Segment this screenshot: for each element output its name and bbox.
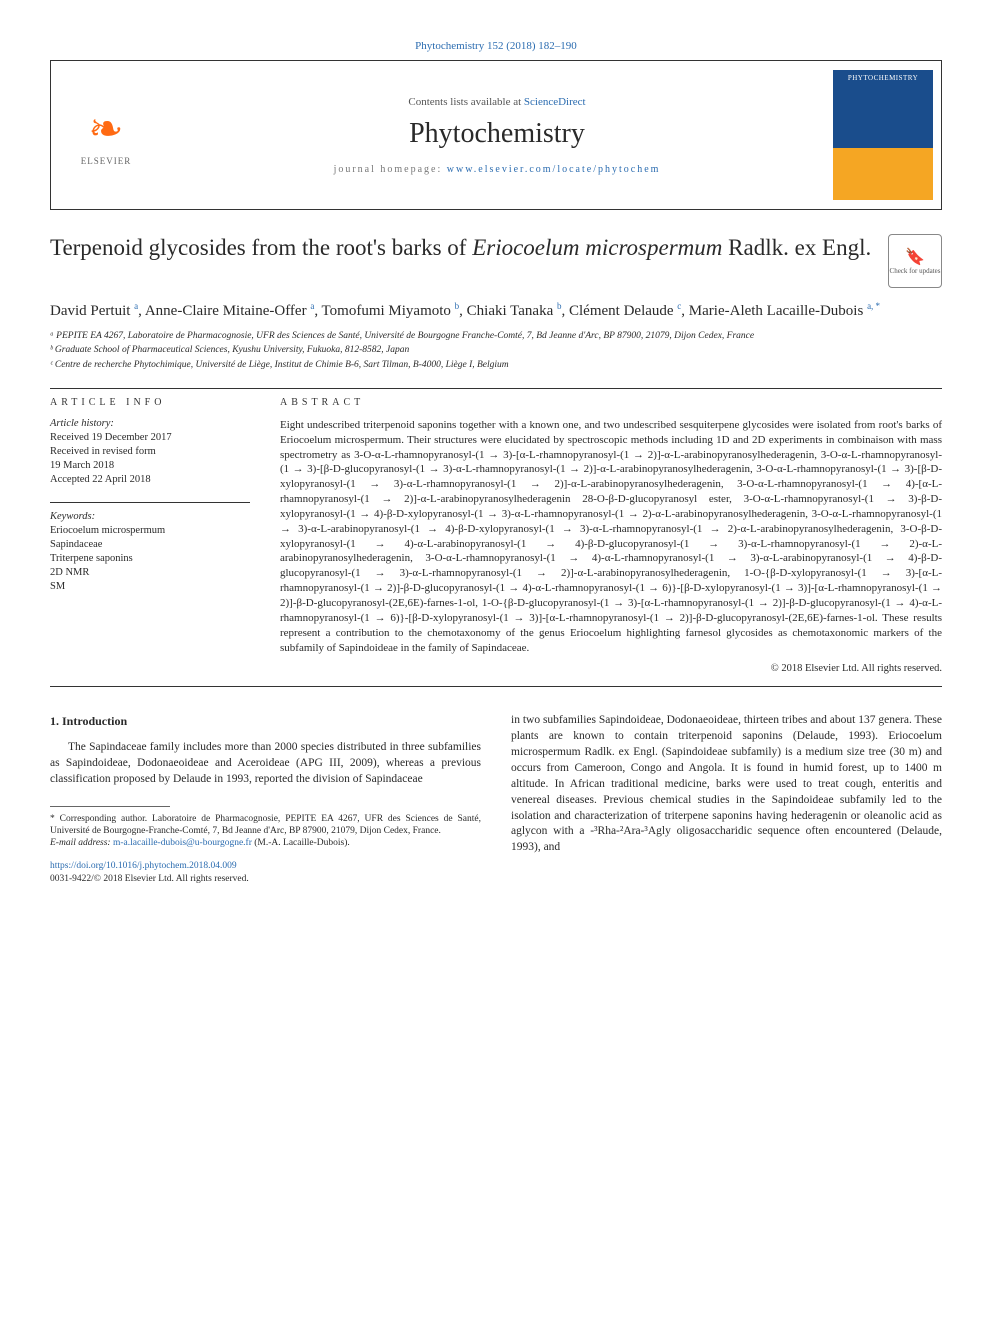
history-label: Article history: [50,418,250,429]
title-species: Eriocoelum microspermum [472,235,722,260]
intro-para-1: The Sapindaceae family includes more tha… [50,740,481,788]
citation-top: Phytochemistry 152 (2018) 182–190 [50,40,942,52]
title-text-pre: Terpenoid glycosides from the root's bar… [50,235,472,260]
elsevier-tree-icon: ❧ [88,104,123,154]
article-title: Terpenoid glycosides from the root's bar… [50,234,878,263]
cover-title: PHYTOCHEMISTRY [833,74,933,82]
updates-label: Check for updates [890,267,941,275]
keywords-label: Keywords: [50,511,250,522]
journal-cover: PHYTOCHEMISTRY [833,70,933,200]
header-center: Contents lists available at ScienceDirec… [161,96,833,175]
homepage-line: journal homepage: www.elsevier.com/locat… [161,164,833,175]
copyright: © 2018 Elsevier Ltd. All rights reserved… [280,663,942,674]
footer: https://doi.org/10.1016/j.phytochem.2018… [50,860,481,886]
corresponding-footnote: * Corresponding author. Laboratoire de P… [50,813,481,838]
journal-header: ❧ ELSEVIER Contents lists available at S… [50,60,942,210]
homepage-prefix: journal homepage: [334,164,447,175]
divider [50,388,942,389]
affiliations: ᵃ PEPITE EA 4267, Laboratoire de Pharmac… [50,330,942,372]
email-footnote: E-mail address: m-a.lacaille-dubois@u-bo… [50,837,481,849]
email-link[interactable]: m-a.lacaille-dubois@u-bourgogne.fr [113,838,252,848]
divider-bottom [50,686,942,687]
body-columns: 1. Introduction The Sapindaceae family i… [50,713,942,885]
issn-line: 0031-9422/© 2018 Elsevier Ltd. All right… [50,874,249,884]
journal-name: Phytochemistry [161,118,833,150]
check-updates-badge[interactable]: 🔖 Check for updates [888,234,942,288]
column-left: 1. Introduction The Sapindaceae family i… [50,713,481,885]
history-text: Received 19 December 2017Received in rev… [50,431,250,488]
info-divider [50,502,250,503]
contents-prefix: Contents lists available at [408,96,523,108]
column-right: in two subfamilies Sapindoideae, Dodonae… [511,713,942,885]
abstract: ABSTRACT Eight undescribed triterpenoid … [280,397,942,675]
abstract-text: Eight undescribed triterpenoid saponins … [280,418,942,656]
homepage-link[interactable]: www.elsevier.com/locate/phytochem [447,164,661,175]
intro-heading: 1. Introduction [50,713,481,730]
title-text-post: Radlk. ex Engl. [722,235,871,260]
email-person: (M.-A. Lacaille-Dubois). [252,838,350,848]
bookmark-icon: 🔖 [905,247,925,267]
sciencedirect-link[interactable]: ScienceDirect [524,96,586,108]
doi-link[interactable]: https://doi.org/10.1016/j.phytochem.2018… [50,861,237,871]
article-info-heading: ARTICLE INFO [50,397,250,408]
abstract-heading: ABSTRACT [280,397,942,408]
article-info: ARTICLE INFO Article history: Received 1… [50,397,250,675]
elsevier-label: ELSEVIER [81,156,132,166]
keywords-list: Eriocoelum microspermumSapindaceaeTriter… [50,524,250,595]
contents-line: Contents lists available at ScienceDirec… [161,96,833,108]
authors: David Pertuit a, Anne-Claire Mitaine-Off… [50,300,942,322]
intro-para-2: in two subfamilies Sapindoideae, Dodonae… [511,713,942,856]
email-label: E-mail address: [50,838,113,848]
footnote-separator [50,806,170,807]
elsevier-logo: ❧ ELSEVIER [51,104,161,166]
